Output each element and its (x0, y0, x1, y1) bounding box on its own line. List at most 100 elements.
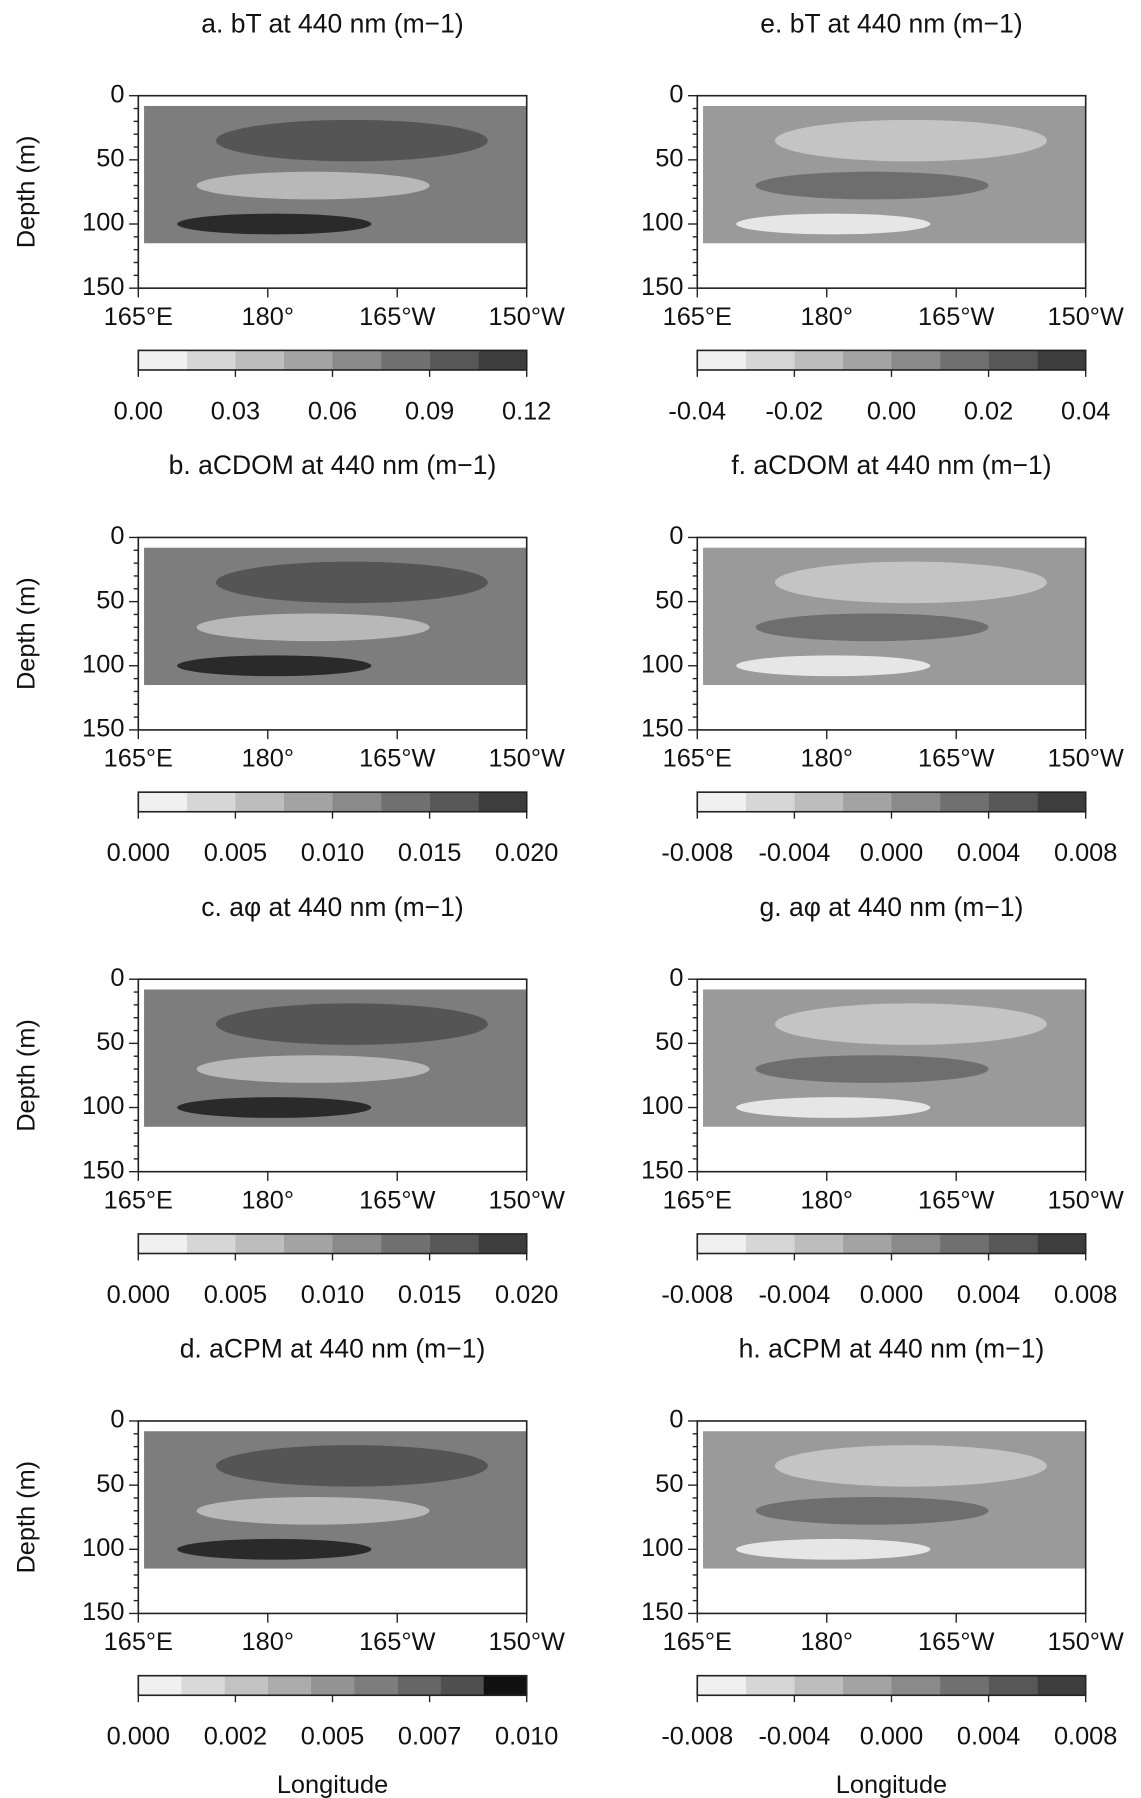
colorbar-tick-label: 0.004 (957, 839, 1020, 867)
x-tick-label: 165°E (104, 1628, 173, 1656)
colorbar-tick-label: 0.000 (860, 1723, 923, 1751)
field-patch (177, 1538, 372, 1560)
colorbar-tick-label: 0.000 (107, 1281, 170, 1309)
colorbar-tick-label: -0.004 (758, 1281, 830, 1309)
colorbar-tick-label: 0.00 (114, 397, 163, 425)
colorbar-segment (794, 350, 843, 370)
axes-frame (137, 978, 528, 1173)
field-patch (196, 1496, 430, 1525)
field-patch (215, 119, 488, 162)
colorbar-segment (794, 1675, 843, 1696)
colorbar-segment (235, 792, 284, 812)
colorbar-tick-label: 0.000 (860, 1281, 923, 1309)
colorbar-segment (745, 1233, 795, 1254)
colorbar-tick-label: 0.00 (867, 397, 916, 425)
x-tick-label: 180° (801, 1186, 853, 1214)
y-tick-label: 50 (655, 145, 683, 173)
colorbar-tick-label: 0.010 (301, 1281, 364, 1309)
panel-title: f. aCDOM at 440 nm (m−1) (731, 450, 1051, 480)
x-tick-label: 180° (801, 1628, 853, 1656)
colorbar-tick-label: 0.002 (204, 1723, 267, 1751)
colorbar-tick-label: 0.04 (1061, 397, 1110, 425)
panel-title: d. aCPM at 440 nm (m−1) (180, 1334, 486, 1364)
colorbar-tick-label: 0.020 (495, 839, 558, 867)
colorbar-segment (891, 1233, 941, 1254)
y-axis-label: Depth (m) (12, 1019, 40, 1132)
colorbar-tick-label: -0.008 (661, 839, 733, 867)
axes-frame (137, 536, 528, 731)
colorbar-tick-label: 0.007 (398, 1723, 461, 1751)
y-axis-label: Depth (m) (12, 136, 40, 249)
y-axis-label: Depth (m) (12, 577, 40, 690)
axes-frame (696, 94, 1087, 289)
x-tick-label: 165°W (918, 1186, 994, 1214)
panel-title: g. aφ at 440 nm (m−1) (760, 892, 1024, 922)
y-tick-label: 50 (655, 1470, 683, 1498)
colorbar-tick-label: 0.12 (502, 397, 551, 425)
y-tick-label: 0 (669, 522, 683, 550)
colorbar-segment (138, 350, 187, 370)
colorbar-tick-label: 0.005 (204, 1281, 267, 1309)
colorbar-tick-label: -0.008 (661, 1723, 733, 1751)
y-tick-label: 150 (82, 715, 124, 743)
x-tick-label: 165°W (359, 1628, 435, 1656)
colorbar-segment (745, 350, 795, 370)
y-tick-label: 100 (82, 1534, 124, 1562)
field-patch (736, 1097, 931, 1118)
colorbar-segment (138, 1233, 187, 1254)
panel-title: a. bT at 440 nm (m−1) (201, 8, 463, 38)
colorbar-segment (478, 1233, 527, 1254)
y-tick-label: 150 (82, 273, 124, 301)
colorbar-segment (381, 1233, 430, 1254)
colorbar-tick-label: 0.008 (1054, 839, 1117, 867)
colorbar-tick-label: 0.02 (964, 397, 1013, 425)
colorbar-tick-label: 0.004 (957, 1723, 1020, 1751)
x-tick-label: 165°W (359, 745, 435, 773)
y-tick-label: 0 (110, 964, 124, 992)
x-axis-label: Longitude (277, 1771, 388, 1798)
colorbar-segment (283, 792, 333, 812)
axes-frame (696, 978, 1087, 1173)
field-patch (755, 613, 989, 642)
colorbar-segment (478, 792, 527, 812)
panel-title: c. aφ at 440 nm (m−1) (201, 892, 463, 922)
colorbar-tick-label: 0.000 (107, 1723, 170, 1751)
x-tick-label: 150°W (489, 745, 565, 773)
colorbar-tick-label: -0.04 (668, 397, 726, 425)
colorbar-segment (186, 1233, 236, 1254)
colorbar-segment (891, 1675, 941, 1696)
colorbar-segment (842, 350, 892, 370)
y-tick-label: 150 (641, 1598, 683, 1626)
field-patch (774, 119, 1047, 162)
y-axis-label: Depth (m) (12, 1461, 40, 1574)
colorbar-tick-label: 0.09 (405, 397, 454, 425)
colorbar-segment (1037, 1233, 1086, 1254)
colorbar-segment (332, 350, 382, 370)
colorbar-segment (697, 350, 746, 370)
colorbar-segment (332, 792, 382, 812)
colorbar-segment (283, 1233, 333, 1254)
colorbar-segment (940, 1233, 989, 1254)
colorbar-segment (988, 1233, 1038, 1254)
colorbar-tick-label: 0.005 (204, 839, 267, 867)
colorbar-segment (697, 792, 746, 812)
colorbar-tick-label: -0.008 (661, 1281, 733, 1309)
y-tick-label: 50 (96, 1028, 124, 1056)
colorbar-segment (186, 792, 236, 812)
panel-title: e. bT at 440 nm (m−1) (760, 8, 1022, 38)
field-patch (774, 561, 1047, 604)
field-patch (774, 1445, 1047, 1487)
x-tick-label: 165°E (104, 1186, 173, 1214)
colorbar-tick-label: 0.000 (860, 839, 923, 867)
colorbar-segment (429, 1233, 479, 1254)
y-tick-label: 50 (655, 586, 683, 614)
x-tick-label: 165°W (918, 745, 994, 773)
y-tick-label: 50 (655, 1028, 683, 1056)
colorbar-tick-label: 0.010 (495, 1723, 558, 1751)
colorbar-tick-label: 0.015 (398, 1281, 461, 1309)
colorbar-tick-label: -0.004 (758, 839, 830, 867)
x-tick-label: 180° (801, 303, 853, 331)
colorbar-tick-label: 0.03 (211, 397, 260, 425)
field-patch (736, 1538, 931, 1560)
x-tick-label: 180° (242, 1186, 294, 1214)
